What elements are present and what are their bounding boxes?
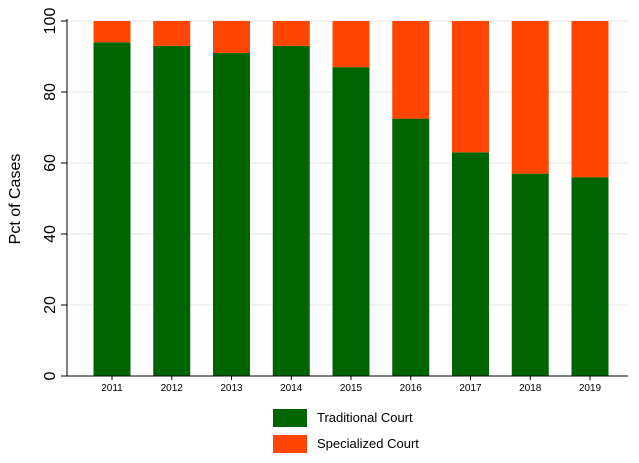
y-tick-label: 40 [42, 225, 59, 243]
bar-traditional-2016 [392, 118, 430, 376]
y-tick-label: 80 [42, 83, 59, 101]
legend-swatch-specialized [273, 435, 307, 453]
legend-swatch-traditional [273, 409, 307, 427]
y-tick-label: 20 [42, 296, 59, 314]
bar-traditional-2011 [93, 42, 131, 377]
bar-specialized-2014 [272, 21, 310, 46]
x-tick-label-2017: 2017 [459, 383, 482, 394]
x-ticks: 2011 2012 2013 2014 2015 2016 2017 2018 2019 [101, 376, 602, 394]
x-tick-label-2012: 2012 [161, 383, 184, 394]
x-tick-label-2015: 2015 [340, 383, 363, 394]
y-axis-label: Pct of Cases [7, 154, 24, 245]
bar-specialized-2019 [571, 21, 609, 178]
x-tick-label-2019: 2019 [579, 383, 602, 394]
axes [66, 19, 628, 377]
bar-specialized-2011 [93, 21, 131, 43]
y-ticks: 0 20 40 60 80 100 [42, 8, 67, 380]
bar-traditional-2015 [332, 67, 370, 377]
bar-specialized-2012 [153, 21, 191, 46]
x-tick-label-2013: 2013 [220, 383, 243, 394]
y-tick-label: 60 [42, 154, 59, 172]
bar-traditional-2014 [272, 45, 310, 376]
bar-specialized-2013 [213, 21, 250, 53]
bar-traditional-2017 [452, 152, 489, 376]
legend-label-specialized: Specialized Court [317, 436, 419, 451]
bar-traditional-2013 [213, 52, 250, 376]
bar-traditional-2012 [153, 45, 191, 376]
y-tick-label: 100 [42, 8, 59, 35]
bar-specialized-2015 [332, 21, 370, 68]
x-tick-label-2018: 2018 [519, 383, 542, 394]
bars [93, 21, 609, 377]
x-tick-label-2014: 2014 [280, 383, 303, 394]
bar-traditional-2018 [511, 173, 549, 376]
y-tick-label: 0 [42, 371, 59, 380]
x-tick-label-2016: 2016 [400, 383, 423, 394]
bar-specialized-2016 [392, 21, 430, 119]
bar-specialized-2018 [511, 21, 549, 174]
bar-specialized-2017 [452, 21, 489, 153]
legend: Traditional Court Specialized Court [273, 409, 419, 453]
bar-traditional-2019 [571, 177, 609, 376]
legend-label-traditional: Traditional Court [317, 410, 413, 425]
x-tick-label-2011: 2011 [101, 383, 123, 394]
